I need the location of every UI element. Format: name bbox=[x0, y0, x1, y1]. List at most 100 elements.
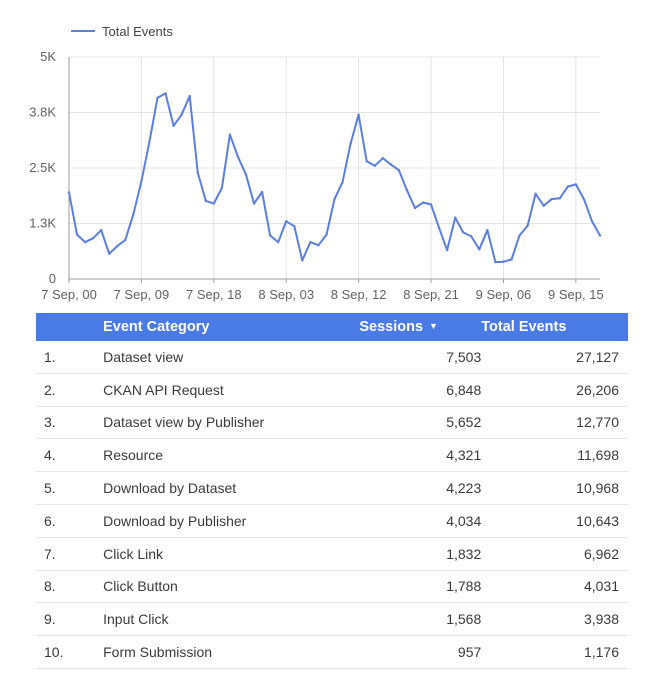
row-index: 4. bbox=[36, 438, 104, 473]
row-total-events: 12,770 bbox=[481, 406, 628, 440]
data-point bbox=[132, 212, 135, 216]
table-row: 2. CKAN API Request 6,848 26,206 bbox=[36, 373, 628, 407]
data-point bbox=[510, 258, 513, 261]
x-tick-label: 9 Sep, 15 bbox=[548, 287, 604, 302]
row-event-category: Click Link bbox=[103, 537, 360, 571]
data-point bbox=[405, 189, 409, 192]
row-total-events: 4,031 bbox=[481, 570, 628, 604]
row-event-category: Form Submission bbox=[103, 635, 360, 669]
data-point bbox=[124, 238, 127, 242]
data-point bbox=[260, 190, 264, 194]
row-index: 8. bbox=[36, 570, 104, 604]
table-row: 5. Download by Dataset 4,223 10,968 bbox=[36, 471, 628, 505]
table-row: 10. Form Submission 957 1,176 bbox=[36, 635, 628, 669]
data-point bbox=[478, 248, 481, 251]
data-point bbox=[285, 220, 288, 223]
data-point bbox=[317, 244, 320, 247]
row-event-category: Download by Dataset bbox=[103, 471, 360, 505]
x-tick-label: 9 Sep, 06 bbox=[476, 287, 532, 302]
row-event-category: Download by Publisher bbox=[103, 504, 360, 538]
data-point bbox=[582, 197, 586, 201]
x-tick-label: 8 Sep, 12 bbox=[331, 287, 387, 302]
data-point bbox=[309, 240, 312, 244]
data-point bbox=[590, 220, 594, 223]
table-row: 9. Input Click 1,568 3,938 bbox=[36, 602, 628, 637]
x-tick-label: 7 Sep, 09 bbox=[114, 287, 170, 302]
row-index: 9. bbox=[36, 602, 104, 637]
legend-label[interactable]: Total Events bbox=[102, 24, 173, 39]
y-tick-label: 1.3K bbox=[29, 216, 56, 231]
row-total-events: 26,206 bbox=[481, 373, 628, 407]
row-event-category: Click Button bbox=[103, 570, 360, 604]
row-total-events: 10,968 bbox=[481, 471, 628, 505]
y-tick-label: 3.8K bbox=[29, 105, 56, 120]
header-index bbox=[36, 313, 103, 341]
data-point bbox=[437, 226, 441, 230]
y-tick-label: 5K bbox=[40, 49, 56, 64]
data-point bbox=[365, 160, 368, 163]
table-row: 3. Dataset view by Publisher 5,652 12,770 bbox=[36, 406, 628, 440]
data-point bbox=[542, 204, 545, 207]
table-row: 4. Resource 4,321 11,698 bbox=[36, 438, 628, 473]
header-sessions-label: Sessions bbox=[359, 319, 424, 335]
header-event-category[interactable]: Event Category bbox=[103, 319, 210, 335]
data-point bbox=[550, 197, 553, 201]
data-point bbox=[83, 240, 87, 244]
x-tick-label: 8 Sep, 03 bbox=[258, 287, 314, 302]
header-total-events[interactable]: Total Events bbox=[481, 319, 567, 335]
data-point bbox=[75, 233, 79, 236]
row-index: 5. bbox=[36, 471, 104, 505]
data-point bbox=[156, 96, 159, 100]
row-total-events: 3,938 bbox=[481, 602, 628, 637]
data-point bbox=[148, 140, 151, 143]
row-total-events: 11,698 bbox=[481, 438, 628, 473]
data-point bbox=[301, 259, 304, 262]
data-point bbox=[236, 155, 240, 159]
data-point bbox=[518, 234, 521, 237]
row-sessions: 4,034 bbox=[359, 504, 482, 538]
sort-descending-icon: ▼ bbox=[429, 321, 438, 331]
data-point bbox=[212, 202, 216, 205]
data-point bbox=[558, 196, 561, 200]
data-point bbox=[196, 171, 199, 174]
data-point bbox=[341, 181, 344, 184]
y-tick-label: 2.5K bbox=[29, 160, 56, 175]
row-index: 6. bbox=[36, 504, 104, 538]
data-point bbox=[349, 142, 352, 145]
data-point bbox=[470, 235, 473, 238]
data-point bbox=[486, 228, 489, 232]
header-sessions[interactable]: Sessions ▼ bbox=[359, 313, 481, 341]
table-row: 7. Click Link 1,832 6,962 bbox=[36, 537, 628, 571]
row-event-category: Dataset view by Publisher bbox=[103, 406, 360, 440]
table-body: 1. Dataset view 7,503 27,127 2. CKAN API Requ… bbox=[36, 341, 628, 669]
y-tick-label: 0 bbox=[49, 271, 56, 286]
row-index: 3. bbox=[36, 406, 104, 440]
data-point bbox=[453, 216, 457, 219]
chart-svg: 0 1.3K 2.5K 3.8K 5K 7 Sep, 00 7 Sep, 09 7 Sep, … bbox=[29, 24, 604, 302]
data-point bbox=[108, 252, 111, 255]
data-point bbox=[381, 157, 384, 160]
data-point bbox=[140, 180, 143, 183]
data-point bbox=[502, 260, 505, 263]
data-point bbox=[373, 164, 376, 167]
row-sessions: 1,832 bbox=[359, 537, 482, 571]
data-point bbox=[429, 203, 433, 206]
data-point bbox=[99, 228, 103, 232]
data-point bbox=[445, 248, 449, 252]
row-index: 2. bbox=[36, 373, 104, 407]
data-point bbox=[566, 185, 570, 188]
row-event-category: Resource bbox=[103, 438, 360, 473]
data-point bbox=[494, 260, 497, 264]
data-point bbox=[228, 133, 232, 136]
data-point bbox=[325, 233, 328, 236]
row-total-events: 10,643 bbox=[481, 504, 628, 538]
data-point bbox=[188, 94, 191, 98]
x-tick-label: 8 Sep, 21 bbox=[403, 287, 459, 302]
event-category-table: Event Category Sessions ▼ Total Events 1.… bbox=[36, 313, 628, 669]
data-point bbox=[389, 163, 393, 166]
row-sessions: 1,788 bbox=[359, 570, 482, 604]
data-point bbox=[526, 224, 529, 227]
x-tick-label: 7 Sep, 00 bbox=[41, 287, 97, 302]
events-line-chart: 0 1.3K 2.5K 3.8K 5K 7 Sep, 00 7 Sep, 09 7 Sep, … bbox=[0, 0, 645, 310]
table-row: 6. Download by Publisher 4,034 10,643 bbox=[36, 504, 628, 538]
